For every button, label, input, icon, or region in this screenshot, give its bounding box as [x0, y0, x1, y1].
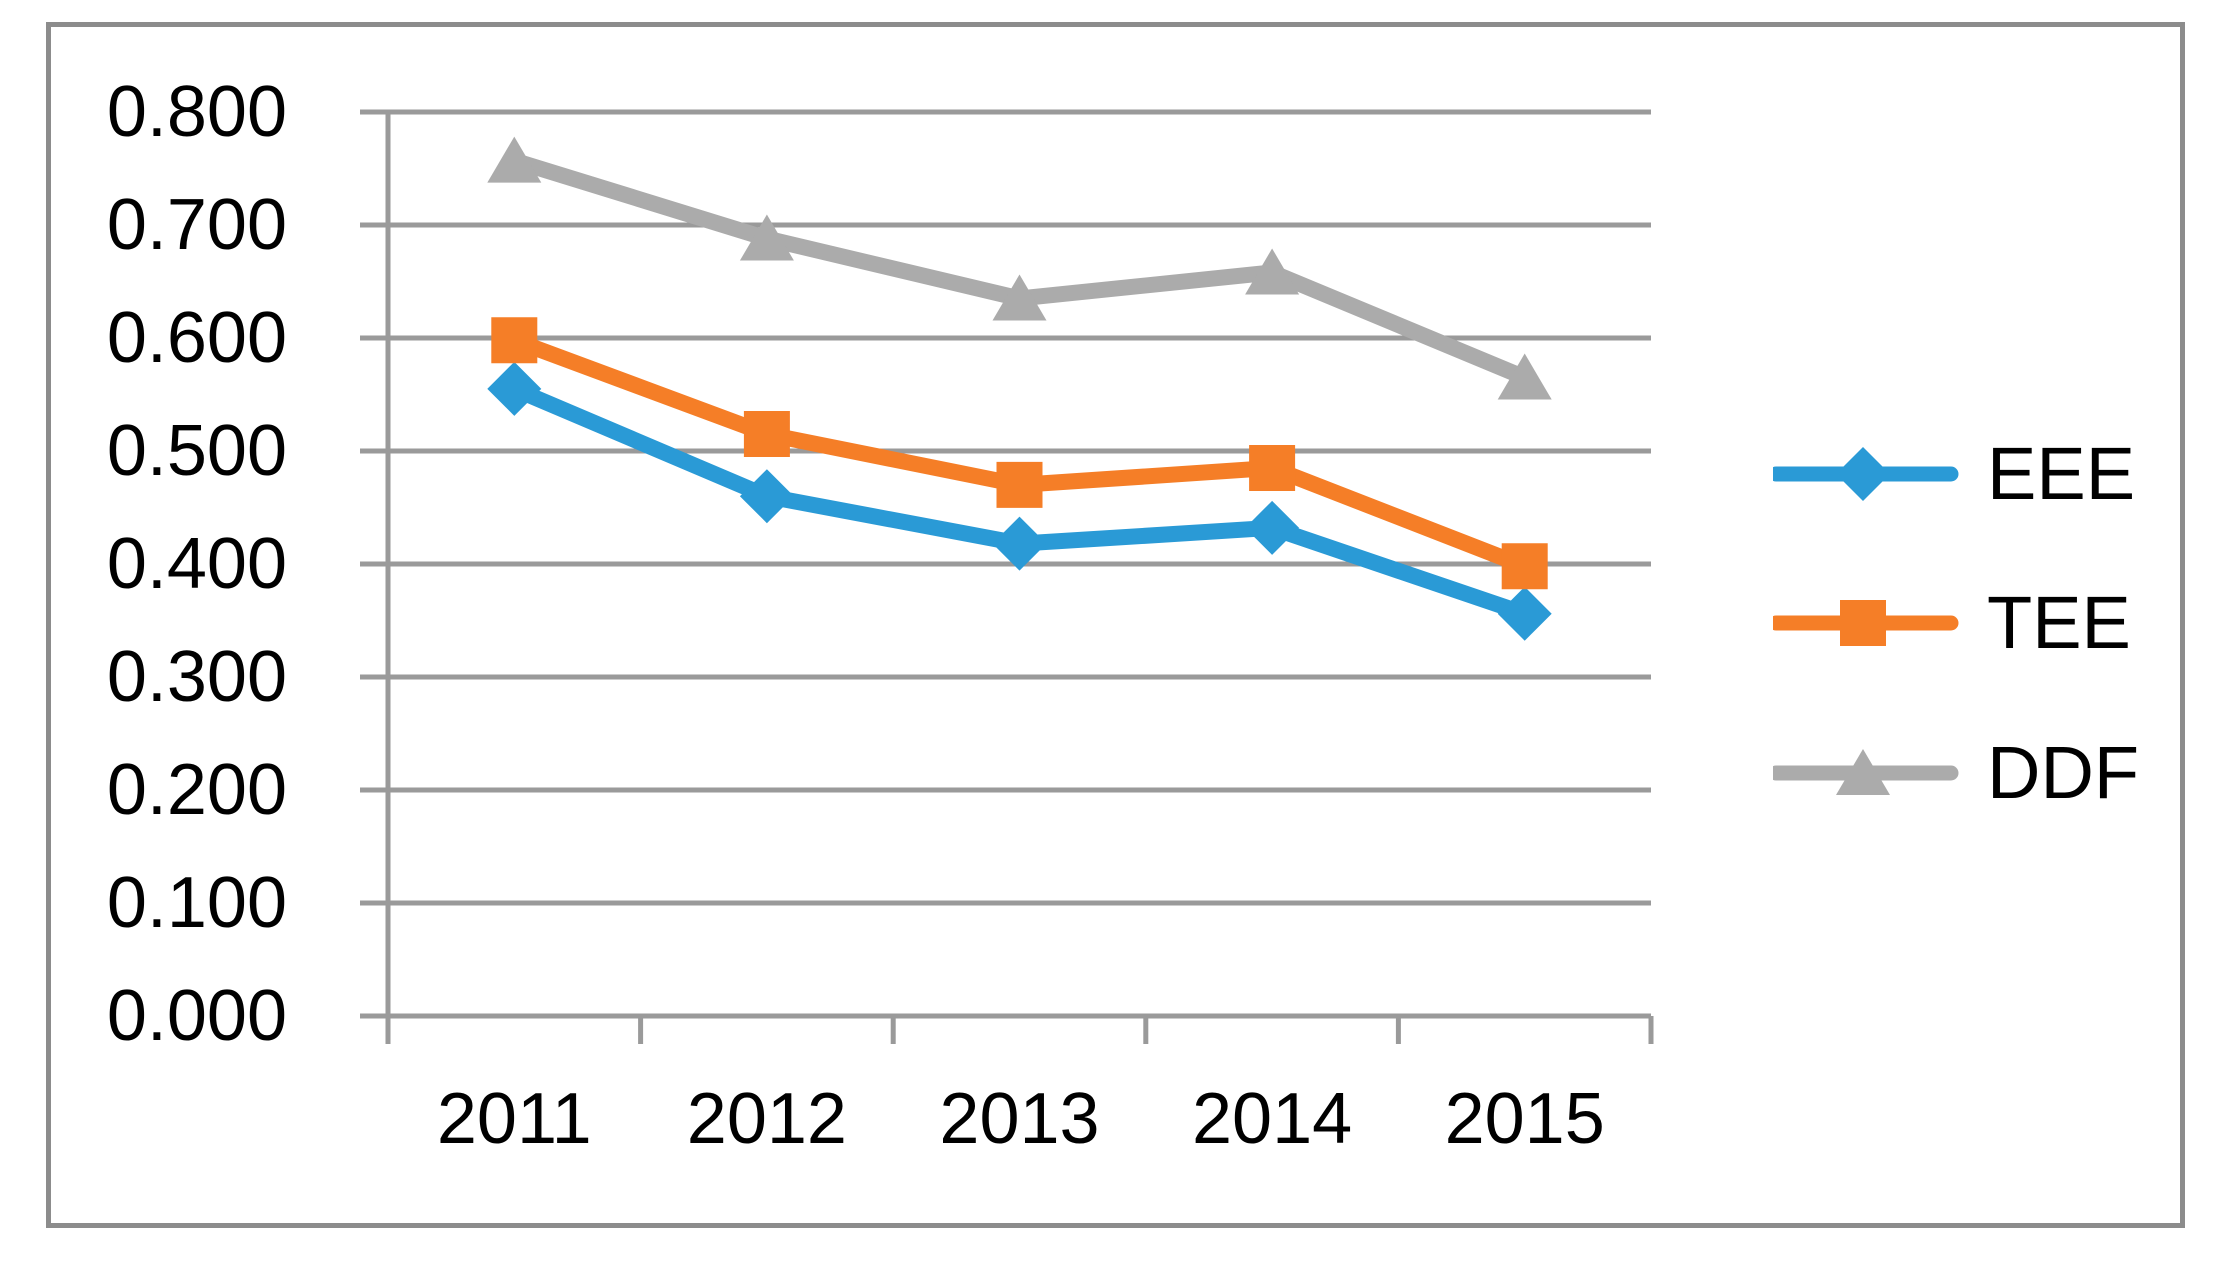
legend-label: DDF: [1987, 731, 2140, 814]
legend-marker-eee: [1836, 447, 1890, 501]
y-axis-label: 0.100: [106, 863, 287, 943]
x-axis-label: 2013: [939, 1079, 1100, 1159]
legend-swatch-ddf: [1773, 749, 1959, 795]
y-axis-label: 0.000: [106, 976, 287, 1056]
legend-item-ddf: DDF: [1773, 733, 2139, 813]
legend-marker-ddf: [1836, 749, 1890, 795]
y-axis-label: 0.300: [106, 637, 287, 717]
y-axis-label: 0.700: [106, 185, 287, 265]
legend-label: TEE: [1987, 581, 2131, 664]
x-axis-label: 2015: [1444, 1079, 1605, 1159]
y-axis-label: 0.200: [106, 750, 287, 830]
y-axis-label: 0.400: [106, 524, 287, 604]
x-axis-label: 2011: [436, 1079, 592, 1159]
legend-marker-tee: [1840, 600, 1886, 646]
legend-swatch-tee: [1773, 600, 1959, 646]
legend-item-tee: TEE: [1773, 583, 2131, 663]
x-axis-label: 2014: [1192, 1079, 1353, 1159]
x-axis-label: 2012: [686, 1079, 847, 1159]
y-axis-label: 0.800: [106, 72, 287, 152]
legend-swatch-eee: [1773, 447, 1959, 501]
y-axis-label: 0.500: [106, 411, 287, 491]
legend-label: EEE: [1987, 432, 2136, 515]
legend-item-eee: EEE: [1773, 434, 2135, 514]
y-axis-label: 0.600: [106, 298, 287, 378]
